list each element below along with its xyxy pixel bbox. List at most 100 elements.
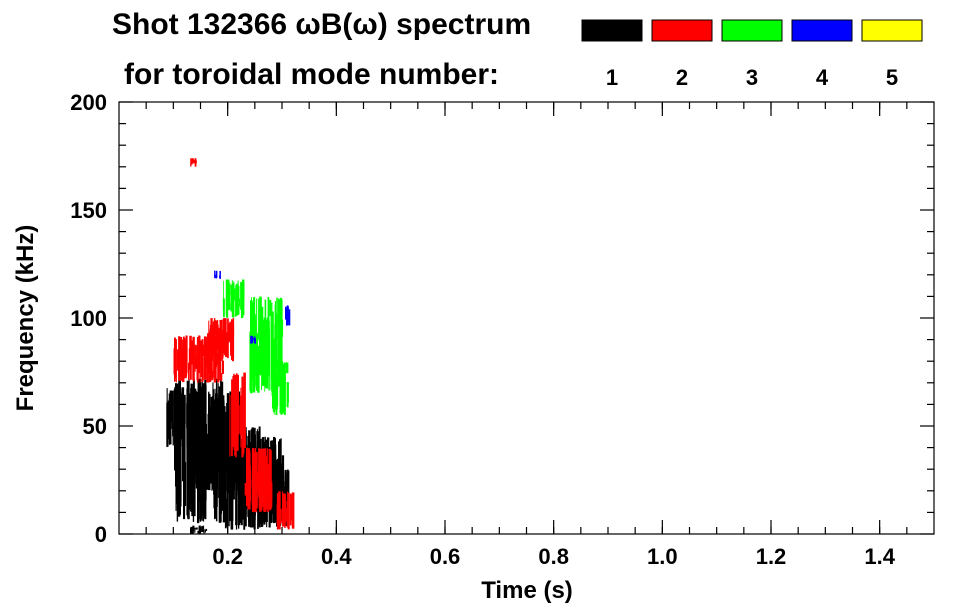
spectrum-mark (167, 400, 169, 440)
spectrum-mark (217, 327, 220, 341)
spectrum-mark (285, 508, 288, 521)
spectrum-mark (276, 313, 278, 368)
spectrum-mark (197, 415, 200, 438)
spectrum-mark (290, 499, 292, 515)
spectrum-mark (253, 449, 255, 513)
spectrum-mark (261, 448, 265, 503)
spectrum-mark (178, 336, 181, 381)
spectrum-mark (179, 339, 181, 381)
spectrum-mark (221, 360, 224, 374)
spectrum-mark (229, 441, 231, 522)
spectrum-mark (252, 321, 254, 381)
spectrum-mark (264, 299, 267, 388)
spectrum-mark (284, 503, 286, 528)
spectrum-mark (232, 442, 235, 500)
spectrum-mark (191, 158, 194, 164)
spectrum-mark (278, 491, 281, 530)
y-tick-label: 0 (95, 522, 107, 547)
spectrum-mark (254, 338, 256, 344)
spectrum-mark (233, 288, 236, 301)
spectrum-mark (178, 354, 180, 373)
spectrum-mark (174, 353, 176, 377)
spectrum-mark (195, 440, 198, 485)
spectrum-mark (188, 348, 192, 370)
spectrum-mark (232, 283, 235, 318)
spectrum-mark (185, 337, 187, 360)
spectrum-mark (181, 422, 183, 440)
spectrum-mark (244, 483, 247, 496)
spectrum-mark (203, 336, 207, 380)
spectrum-mark (233, 375, 236, 445)
spectrum-mark (169, 392, 171, 440)
spectrum-mark (230, 337, 232, 352)
spectrum-mark (188, 362, 189, 381)
spectrum-mark (247, 502, 249, 518)
legend: 1 2 3 4 5 (581, 19, 923, 90)
spectrum-mark (193, 345, 195, 382)
spectrum-mark (274, 323, 277, 385)
spectrum-mark (195, 527, 198, 530)
spectrum-mark (272, 495, 276, 513)
spectrum-mark (190, 528, 192, 534)
spectrum-mark (282, 363, 285, 412)
spectrum-mark (223, 431, 226, 452)
spectrum-mark (180, 349, 183, 381)
legend-label-4: 4 (816, 65, 829, 90)
spectrum-mark (263, 468, 266, 499)
spectrum-mark (176, 385, 179, 522)
spectrum-mark (279, 508, 282, 524)
spectrum-mark (229, 436, 233, 469)
spectrum-mark (206, 433, 209, 462)
spectrum-mark (199, 345, 201, 353)
spectrum-mark (277, 370, 279, 407)
spectrum-mark (174, 438, 175, 471)
x-tick-label: 0.6 (430, 544, 461, 569)
spectrum-mark (244, 484, 247, 515)
spectrum-mark (172, 398, 174, 423)
spectrum-mark (249, 331, 252, 392)
spectrum-mark (191, 391, 194, 489)
spectrum-mark (208, 393, 211, 491)
legend-swatch-1 (581, 19, 643, 42)
spectrum-mark (205, 340, 208, 367)
spectrum-mark (172, 391, 174, 407)
spectrum-mark (221, 343, 223, 357)
spectrum-mark (166, 388, 168, 448)
spectrum-mark (254, 459, 256, 485)
spectrum-mark (229, 395, 231, 457)
spectrum-mark (239, 438, 243, 521)
spectrum-mark (203, 414, 206, 488)
spectrum-mark (216, 394, 218, 464)
spectrum-mark (214, 345, 217, 360)
spectrum-mark (235, 426, 238, 530)
spectrum-mark (248, 465, 251, 496)
legend-swatch-2 (651, 19, 713, 42)
spectrum-mark (215, 366, 217, 381)
spectrum-mark (196, 359, 199, 380)
spectrum-mark (262, 325, 265, 366)
spectrum-mark (192, 530, 194, 534)
spectrum-mark (256, 453, 258, 509)
axis-ticks: 0.2 0.4 0.6 0.8 1.0 1.2 1.4 0 50 100 150 200 (70, 90, 934, 569)
spectrum-mark (215, 270, 218, 278)
spectrum-mark (224, 433, 227, 529)
spectrum-mark (280, 299, 283, 391)
legend-label-5: 5 (886, 65, 898, 90)
x-tick-label: 0.4 (321, 544, 352, 569)
spectrum-mark (231, 437, 234, 521)
spectrum-mark (285, 362, 289, 374)
spectrum-mark (276, 360, 279, 380)
spectrum-mark (283, 362, 286, 415)
spectrum-mark (221, 337, 223, 346)
spectrum-mark (229, 392, 232, 441)
legend-label-2: 2 (676, 65, 688, 90)
spectrum-mark (205, 424, 207, 486)
spectrum-mark (232, 324, 235, 336)
spectrum-mark (253, 297, 256, 393)
legend-label-3: 3 (746, 65, 758, 90)
spectrum-mark (182, 446, 184, 482)
spectrum-mark (285, 306, 287, 320)
spectrum-mark (241, 439, 244, 520)
spectrum-mark (227, 303, 231, 310)
spectrum-mark (204, 530, 206, 533)
